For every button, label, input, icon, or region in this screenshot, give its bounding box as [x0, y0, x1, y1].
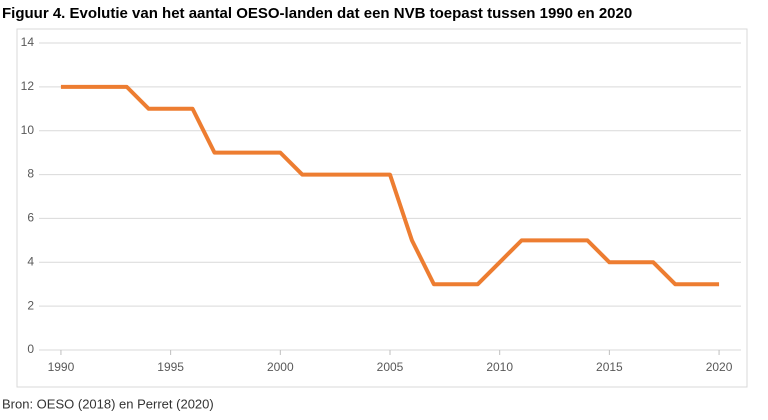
y-tick-label: 14: [21, 35, 35, 49]
y-tick-label: 2: [27, 298, 34, 312]
y-tick-label: 12: [21, 79, 35, 93]
chart-title: Figuur 4. Evolutie van het aantal OESO-l…: [2, 5, 632, 22]
x-tick-label: 2015: [596, 360, 623, 374]
y-tick-label: 0: [27, 342, 34, 356]
source: Bron: OESO (2018) en Perret (2020): [2, 396, 214, 411]
data-line: [60, 84, 720, 287]
x-tick-label: 2010: [486, 360, 513, 374]
y-tick-label: 6: [27, 211, 34, 225]
x-tick-label: 1990: [48, 360, 75, 374]
x-tick-label: 2000: [267, 360, 294, 374]
y-tick-label: 10: [21, 123, 35, 137]
y-tick-label: 8: [27, 167, 34, 181]
x-tick-label: 2005: [377, 360, 404, 374]
x-tick-label: 1995: [157, 360, 184, 374]
y-tick-label: 4: [27, 254, 34, 268]
chart-frame: [16, 28, 748, 388]
x-tick-label: 2020: [706, 360, 733, 374]
